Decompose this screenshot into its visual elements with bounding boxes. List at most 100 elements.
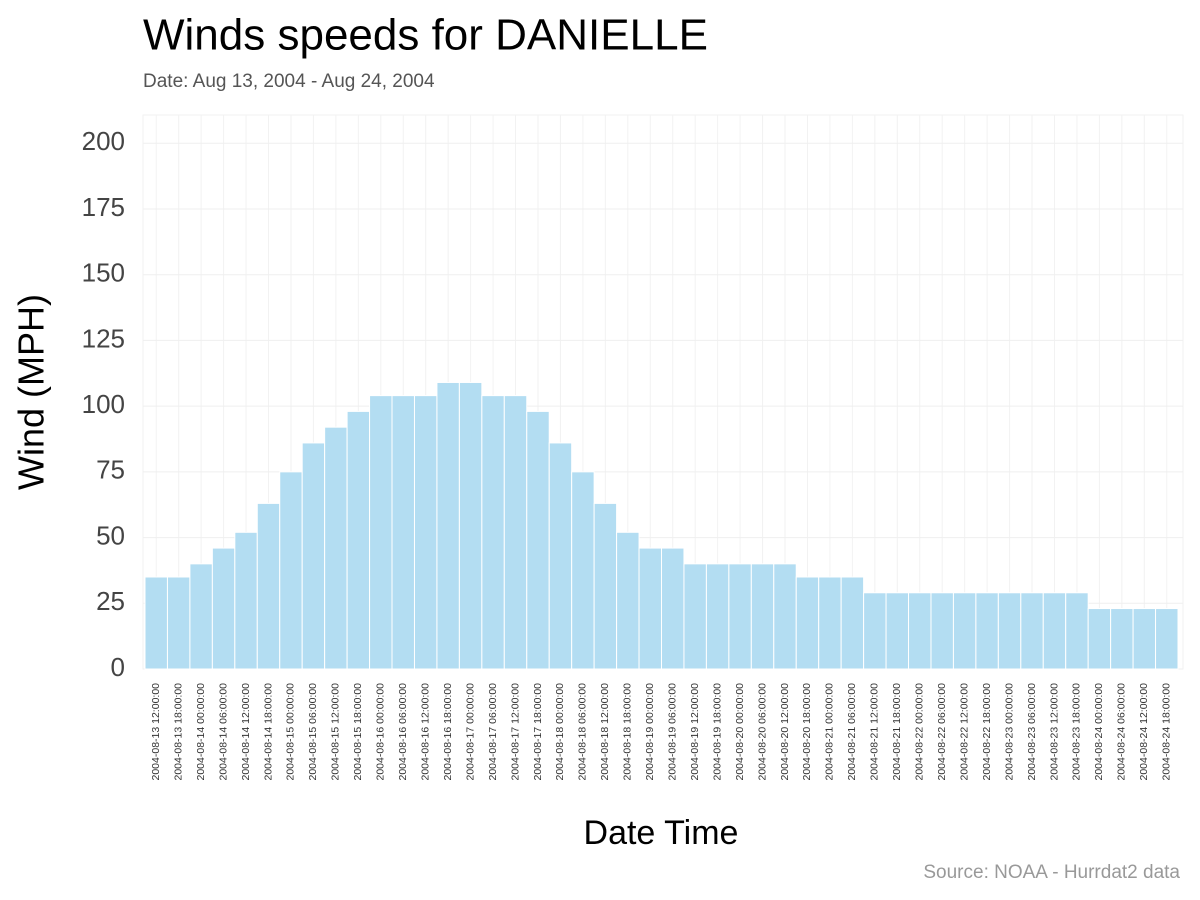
- x-tick-label: 2004-08-23 06:00:00: [1026, 683, 1038, 781]
- bar: [661, 547, 685, 670]
- x-tick-label: 2004-08-21 12:00:00: [869, 683, 881, 781]
- x-tick-label: 2004-08-23 18:00:00: [1071, 683, 1083, 781]
- bar: [930, 592, 954, 670]
- x-tick-label: 2004-08-24 12:00:00: [1138, 683, 1150, 781]
- bar: [1087, 608, 1112, 670]
- y-tick-label: 125: [82, 323, 125, 353]
- x-tick-label: 2004-08-19 00:00:00: [644, 683, 656, 781]
- bar: [503, 395, 528, 670]
- x-tick-label: 2004-08-23 12:00:00: [1048, 683, 1060, 781]
- bar: [234, 531, 258, 670]
- x-tick-label: 2004-08-16 18:00:00: [442, 683, 454, 781]
- y-tick-label: 0: [111, 652, 125, 682]
- caption: Source: NOAA - Hurrdat2 data: [923, 862, 1180, 883]
- x-tick-label: 2004-08-14 12:00:00: [240, 683, 252, 781]
- bar: [773, 563, 797, 670]
- bar: [481, 395, 505, 670]
- bar: [818, 576, 842, 670]
- x-tick-label: 2004-08-20 18:00:00: [801, 683, 813, 781]
- x-tick-label: 2004-08-18 18:00:00: [622, 683, 634, 781]
- x-tick-label: 2004-08-14 00:00:00: [195, 683, 207, 781]
- x-tick-label: 2004-08-15 06:00:00: [307, 683, 319, 781]
- x-tick-label: 2004-08-15 00:00:00: [285, 683, 297, 781]
- x-tick-label: 2004-08-19 12:00:00: [689, 683, 701, 781]
- x-tick-label: 2004-08-21 00:00:00: [824, 683, 836, 781]
- bar: [256, 502, 281, 670]
- bar: [1155, 608, 1179, 670]
- x-tick-label: 2004-08-16 00:00:00: [375, 683, 387, 781]
- y-tick-label: 75: [96, 455, 125, 485]
- bar: [279, 471, 303, 670]
- x-tick-label: 2004-08-22 12:00:00: [958, 683, 970, 781]
- bar: [571, 471, 595, 670]
- y-tick-label: 25: [96, 586, 125, 616]
- bar: [795, 576, 820, 670]
- x-tick-label: 2004-08-22 06:00:00: [936, 683, 948, 781]
- y-axis-label: Wind (MPH): [11, 294, 52, 490]
- x-tick-label: 2004-08-13 18:00:00: [172, 683, 184, 781]
- x-tick-label: 2004-08-18 00:00:00: [554, 683, 566, 781]
- x-tick-label: 2004-08-17 06:00:00: [487, 683, 499, 781]
- y-tick-label: 100: [82, 389, 125, 419]
- bar: [840, 576, 865, 670]
- bar: [144, 576, 168, 670]
- bar: [166, 576, 191, 670]
- x-tick-label: 2004-08-13 12:00:00: [150, 683, 162, 781]
- bar: [548, 442, 573, 670]
- bar: [324, 426, 348, 670]
- bar: [1065, 592, 1089, 670]
- bar: [750, 563, 775, 670]
- x-tick-label: 2004-08-22 00:00:00: [914, 683, 926, 781]
- x-tick-label: 2004-08-17 18:00:00: [532, 683, 544, 781]
- bar: [908, 592, 932, 670]
- x-axis-label: Date Time: [584, 814, 739, 852]
- bar: [458, 381, 483, 670]
- bar: [728, 563, 752, 670]
- bar: [189, 563, 213, 670]
- x-tick-label: 2004-08-16 12:00:00: [419, 683, 431, 781]
- x-tick-label: 2004-08-20 06:00:00: [756, 683, 768, 781]
- x-tick-label: 2004-08-19 18:00:00: [711, 683, 723, 781]
- bar: [952, 592, 977, 670]
- x-tick-label: 2004-08-17 12:00:00: [509, 683, 521, 781]
- y-tick-label: 200: [82, 126, 125, 156]
- x-tick-label: 2004-08-19 06:00:00: [667, 683, 679, 781]
- bar: [616, 531, 640, 670]
- x-tick-label: 2004-08-24 06:00:00: [1116, 683, 1128, 781]
- x-tick-label: 2004-08-18 12:00:00: [599, 683, 611, 781]
- bar: [593, 502, 618, 670]
- bar: [638, 547, 662, 670]
- x-tick-label: 2004-08-17 00:00:00: [464, 683, 476, 781]
- bar: [211, 547, 236, 670]
- bar: [346, 410, 371, 670]
- bar: [1132, 608, 1157, 670]
- x-tick-label: 2004-08-20 00:00:00: [734, 683, 746, 781]
- bar: [997, 592, 1022, 670]
- bar: [413, 395, 438, 670]
- x-tick-label: 2004-08-21 18:00:00: [891, 683, 903, 781]
- x-tick-label: 2004-08-14 06:00:00: [217, 683, 229, 781]
- bar: [1110, 608, 1134, 670]
- bar: [885, 592, 910, 670]
- x-tick-label: 2004-08-23 00:00:00: [1003, 683, 1015, 781]
- bar: [863, 592, 887, 670]
- bar: [436, 381, 460, 670]
- y-tick-label: 150: [82, 258, 125, 288]
- bar: [526, 410, 550, 670]
- x-tick-label: 2004-08-15 12:00:00: [330, 683, 342, 781]
- y-tick-label: 175: [82, 192, 125, 222]
- bar: [683, 563, 707, 670]
- x-tick-label: 2004-08-22 18:00:00: [981, 683, 993, 781]
- bar: [975, 592, 999, 670]
- x-tick-label: 2004-08-18 06:00:00: [577, 683, 589, 781]
- x-tick-label: 2004-08-15 18:00:00: [352, 683, 364, 781]
- x-tick-label: 2004-08-21 06:00:00: [846, 683, 858, 781]
- x-tick-label: 2004-08-24 18:00:00: [1161, 683, 1173, 781]
- x-tick-label: 2004-08-20 12:00:00: [779, 683, 791, 781]
- chart-title: Winds speeds for DANIELLE: [143, 11, 708, 60]
- y-tick-label: 50: [96, 520, 125, 550]
- bar: [391, 395, 415, 670]
- chart-subtitle: Date: Aug 13, 2004 - Aug 24, 2004: [143, 71, 435, 92]
- x-tick-label: 2004-08-16 06:00:00: [397, 683, 409, 781]
